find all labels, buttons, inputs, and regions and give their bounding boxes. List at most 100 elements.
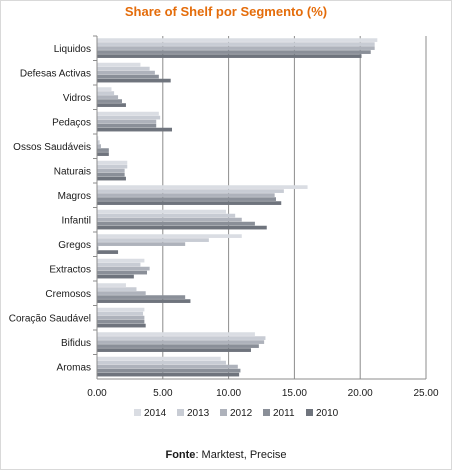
- category-label: Naturais: [54, 166, 91, 177]
- bar-2011: [97, 295, 186, 299]
- bar-2010: [97, 225, 267, 230]
- bar-2012: [97, 144, 101, 148]
- bar-2012: [97, 46, 375, 50]
- bar-2012: [97, 95, 119, 99]
- bar-2013: [97, 213, 236, 218]
- bar-2010: [97, 201, 282, 205]
- legend-label: 2010: [316, 408, 339, 419]
- bar-2014: [97, 136, 99, 140]
- bar-2010: [97, 78, 171, 83]
- bar-2010: [97, 152, 109, 156]
- category-label: Cremosos: [45, 289, 91, 300]
- legend-swatch-2011: [263, 409, 270, 416]
- bar-2014: [97, 332, 255, 336]
- bar-2010: [97, 274, 134, 279]
- bar-2013: [97, 311, 144, 316]
- bar-2012: [97, 364, 238, 369]
- bar-2012: [97, 119, 157, 124]
- bar-2011: [97, 172, 125, 177]
- bar-2010: [97, 323, 146, 328]
- bar-2014: [97, 258, 145, 263]
- x-tick-label: 15.00: [282, 388, 307, 399]
- bar-2012: [97, 217, 242, 222]
- x-tick-label: 25.00: [413, 388, 438, 399]
- bar-2013: [97, 360, 226, 365]
- legend-swatch-2013: [177, 409, 184, 416]
- category-label: Liquidos: [54, 44, 91, 55]
- bar-2011: [97, 246, 99, 250]
- bar-2011: [97, 344, 259, 348]
- bar-2011: [97, 197, 276, 201]
- bar-2014: [97, 185, 308, 189]
- bar-2010: [97, 127, 173, 132]
- bar-2013: [97, 164, 128, 169]
- bar-2013: [97, 287, 137, 291]
- category-label: Infantil: [62, 215, 91, 226]
- bar-2011: [97, 123, 157, 128]
- bar-2010: [97, 348, 251, 352]
- bar-2013: [97, 238, 209, 242]
- category-label: Pedaços: [52, 117, 91, 128]
- bar-2014: [97, 307, 145, 312]
- bar-2013: [97, 115, 161, 120]
- bar-2013: [97, 336, 266, 340]
- legend-swatch-2010: [306, 409, 313, 416]
- x-tick-label: 10.00: [216, 388, 241, 399]
- bar-2013: [97, 91, 115, 95]
- bar-2014: [97, 38, 378, 42]
- bar-2011: [97, 221, 255, 226]
- bar-2013: [97, 140, 100, 144]
- bar-2012: [97, 168, 125, 173]
- bar-2013: [97, 189, 284, 193]
- category-label: Vidros: [63, 93, 91, 104]
- legend-label: 2012: [230, 408, 253, 419]
- bar-2013: [97, 262, 141, 267]
- bar-2011: [97, 270, 148, 275]
- source-label: Fonte: [165, 449, 196, 461]
- legend-swatch-2014: [134, 409, 141, 416]
- bar-2012: [97, 315, 145, 320]
- category-label: Coração Saudável: [9, 313, 91, 324]
- category-label: Bifidus: [61, 338, 91, 349]
- bar-2012: [97, 291, 146, 295]
- bar-2010: [97, 250, 119, 254]
- bar-2010: [97, 103, 126, 107]
- bar-2012: [97, 70, 155, 75]
- legend-label: 2013: [187, 408, 210, 419]
- bar-2012: [97, 193, 275, 197]
- bar-2014: [97, 209, 226, 214]
- bar-2011: [97, 99, 122, 103]
- x-tick-label: 0.00: [87, 388, 107, 399]
- chart-title: Share of Shelf por Segmento (%): [124, 4, 328, 19]
- x-tick-label: 5.00: [153, 388, 173, 399]
- bar-2012: [97, 242, 186, 246]
- bar-2013: [97, 42, 375, 46]
- bar-2012: [97, 266, 150, 271]
- category-label: Extractos: [49, 264, 91, 275]
- legend-swatch-2012: [220, 409, 227, 416]
- bar-2011: [97, 74, 159, 79]
- category-label: Defesas Activas: [20, 68, 91, 79]
- bar-2013: [97, 66, 150, 71]
- category-label: Magros: [58, 191, 91, 202]
- bar-2010: [97, 299, 191, 303]
- bar-2014: [97, 87, 112, 91]
- source-note: Fonte: Marktest, Precise: [0, 449, 452, 461]
- legend-label: 2014: [144, 408, 167, 419]
- legend-label: 2011: [273, 408, 295, 419]
- bar-2011: [97, 148, 109, 152]
- bar-2011: [97, 368, 241, 373]
- bar-2010: [97, 176, 126, 181]
- bar-2011: [97, 50, 371, 54]
- bar-2012: [97, 340, 265, 344]
- bar-2014: [97, 356, 221, 361]
- bar-2011: [97, 319, 145, 324]
- category-label: Ossos Saudáveis: [13, 142, 91, 153]
- bar-2014: [97, 160, 128, 165]
- bar-2010: [97, 372, 240, 377]
- source-text: : Marktest, Precise: [195, 449, 287, 461]
- bar-2014: [97, 111, 159, 116]
- bar-2014: [97, 283, 126, 287]
- bar-2014: [97, 234, 242, 238]
